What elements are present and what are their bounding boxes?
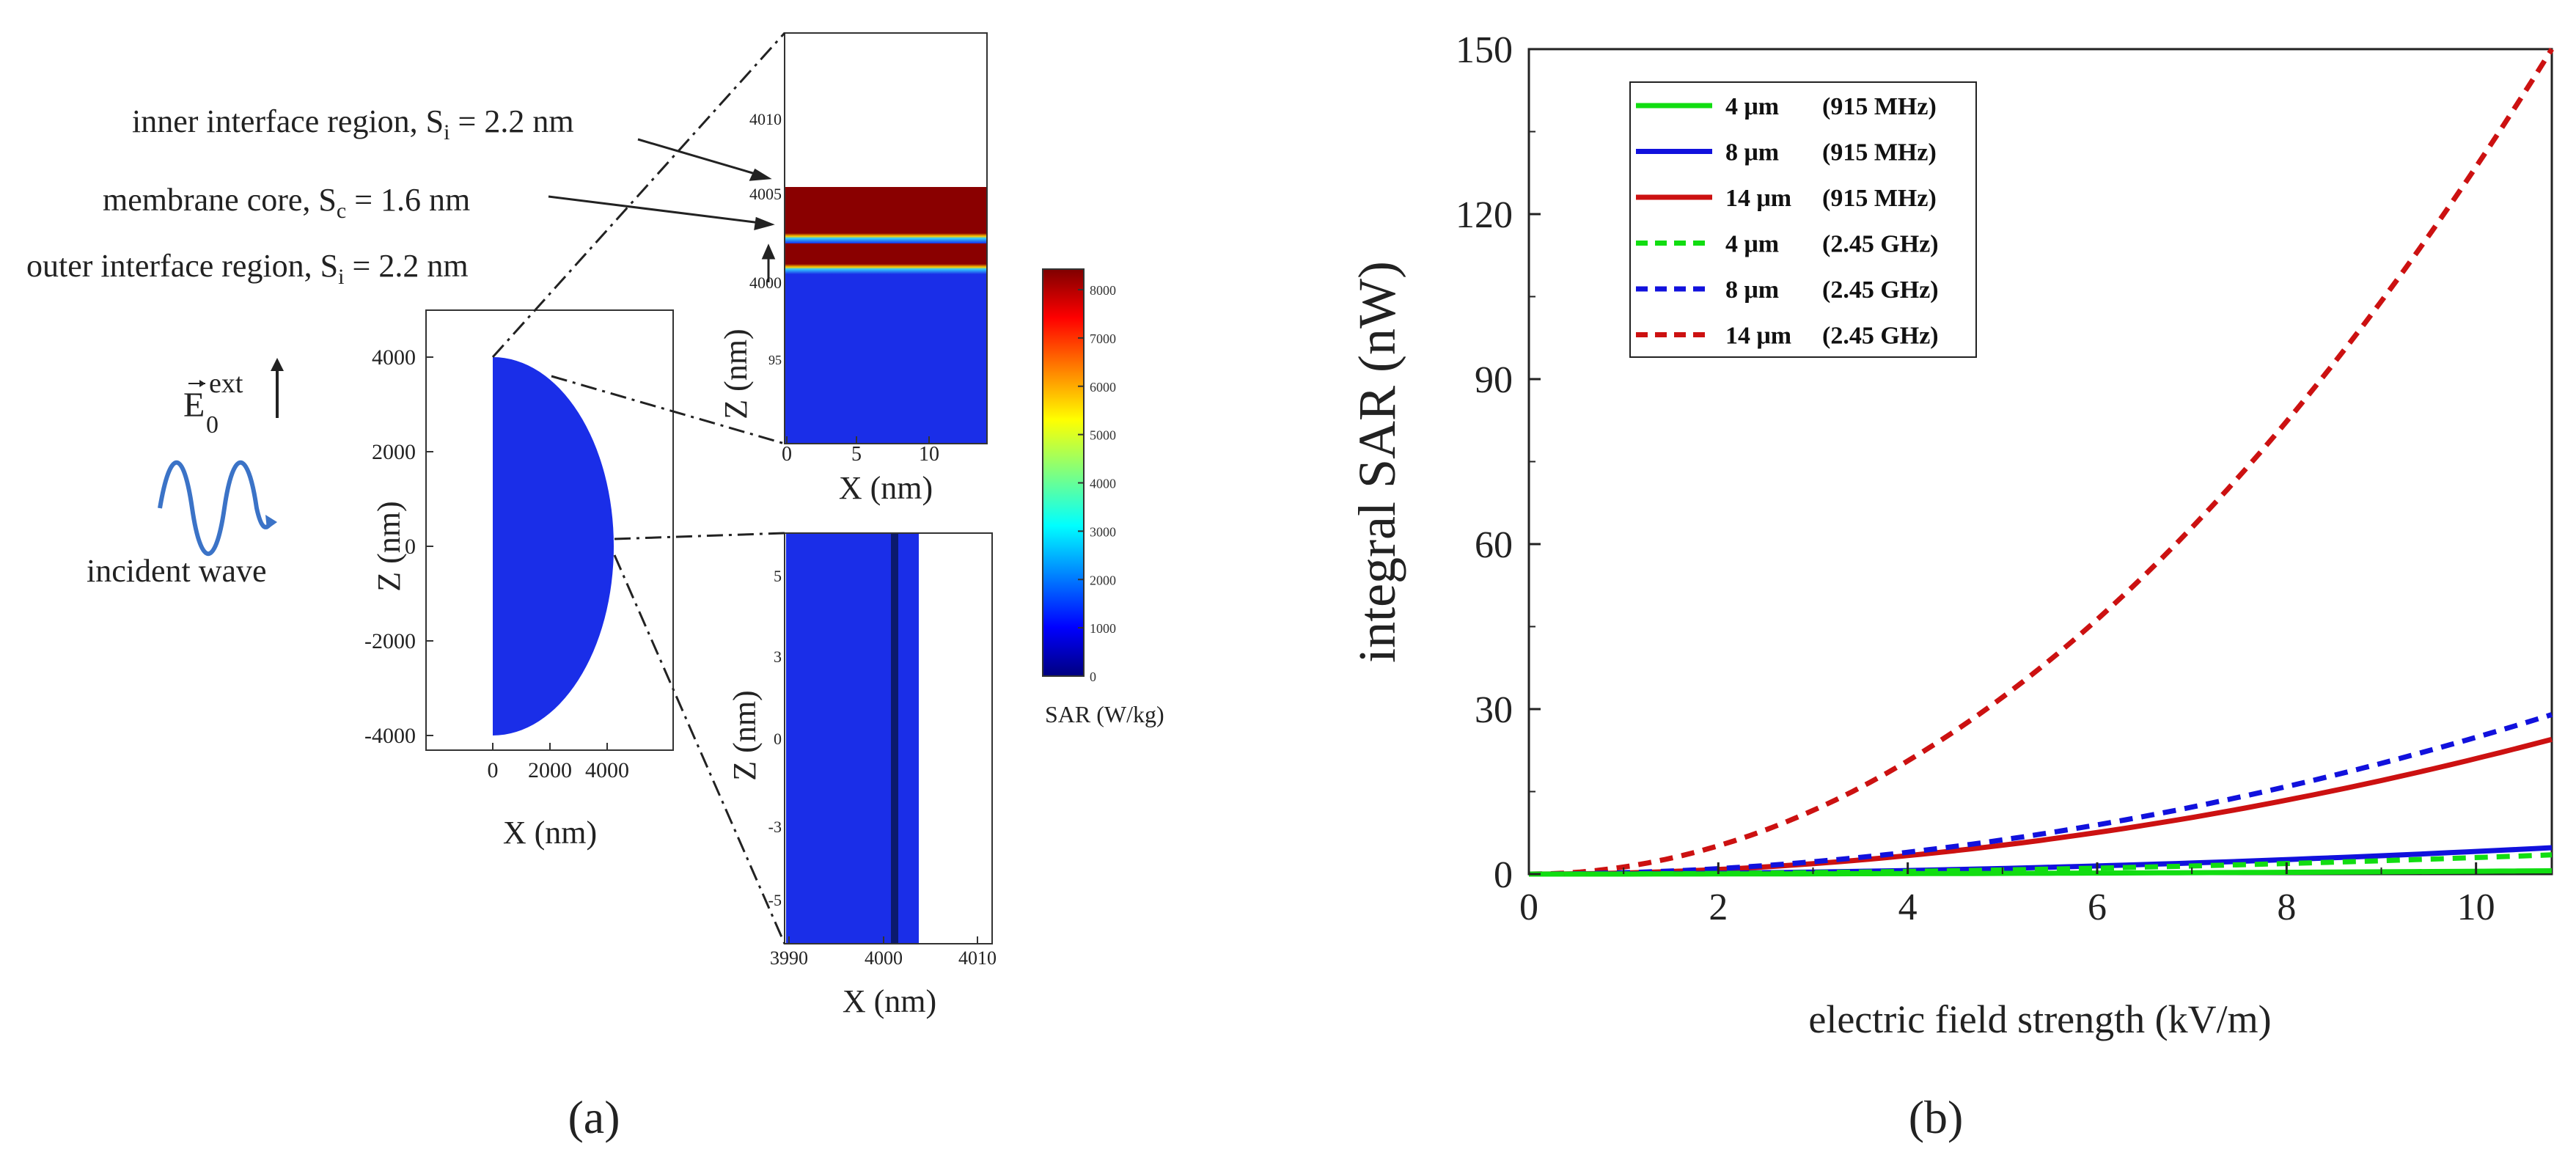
- top-inset: 0 5 10 4010 4005 4000 95 X (nm) Z (nm): [718, 32, 988, 506]
- bottom-ytick: 0: [774, 730, 782, 748]
- x-tick-label: 8: [2277, 887, 2296, 928]
- y-tick-label: 0: [1494, 854, 1513, 896]
- panel-a-label: (a): [568, 1091, 620, 1143]
- main-xlabel: X (nm): [503, 815, 597, 851]
- colorbar-tick-label: 3000: [1090, 524, 1116, 539]
- svg-text:ext: ext: [209, 368, 243, 399]
- main-xtick: 4000: [585, 758, 629, 782]
- y-tick-label: 120: [1456, 194, 1513, 236]
- top-ytick: 4000: [749, 274, 782, 292]
- bottom-inset: 3990 4000 4010 5 3 0 -3 -5 X (nm) Z (nm): [727, 532, 997, 1019]
- chart-xlabel: electric field strength (kV/m): [1808, 997, 2271, 1041]
- top-ylabel: Z (nm): [718, 329, 754, 419]
- annotation-outer-interface: outer interface region, Si = 2.2 nm: [26, 248, 469, 289]
- x-tick-label: 0: [1519, 887, 1538, 928]
- bottom-xtick: 4010: [958, 947, 997, 969]
- x-tick-label: 4: [1898, 887, 1918, 928]
- bottom-ytick: 5: [774, 567, 782, 585]
- bottom-inset-membrane-core: [891, 533, 898, 944]
- legend-entry-name: 4 μm: [1725, 93, 1779, 120]
- x-tick-label: 6: [2088, 887, 2107, 928]
- y-tick-label: 60: [1475, 524, 1513, 566]
- colorbar-tick-label: 8000: [1090, 283, 1116, 298]
- legend-entry-freq: (2.45 GHz): [1822, 323, 1939, 350]
- field-symbol: E 0 ext: [183, 358, 284, 439]
- main-ytick: 2000: [372, 440, 416, 464]
- main-ytick: -2000: [364, 629, 416, 653]
- svg-text:E: E: [183, 386, 205, 425]
- main-ytick: -4000: [364, 724, 416, 748]
- main-ytick: 4000: [372, 345, 416, 370]
- colorbar-tick-label: 5000: [1090, 428, 1116, 443]
- cell-half-shape: [493, 357, 614, 735]
- y-tick-label: 30: [1475, 689, 1513, 731]
- top-xlabel: X (nm): [839, 470, 933, 506]
- series-line-4: [1529, 852, 2553, 877]
- colorbar-tick-label: 4000: [1090, 477, 1116, 491]
- main-ylabel: Z (nm): [371, 501, 407, 591]
- bottom-xlabel: X (nm): [843, 983, 936, 1019]
- legend-entry-freq: (915 MHz): [1822, 93, 1937, 120]
- top-ytick: 4005: [749, 185, 782, 203]
- main-xtick: 0: [488, 758, 499, 782]
- y-tick-label: 150: [1456, 29, 1513, 71]
- chart-ylabel: integral SAR (nW): [1348, 261, 1406, 663]
- svg-text:0: 0: [206, 411, 219, 439]
- annotation-inner-interface: inner interface region, Si = 2.2 nm: [132, 103, 574, 144]
- legend-entry-freq: (2.45 GHz): [1822, 231, 1939, 258]
- colorbar-tick-label: 0: [1090, 669, 1096, 684]
- main-ytick: 0: [405, 535, 416, 559]
- main-xtick: 2000: [528, 758, 572, 782]
- main-plot: 0 2000 4000 4000 2000 0 -2000 -4000 X (n…: [364, 309, 674, 851]
- wave-label: incident wave: [87, 553, 267, 589]
- panel-a: inner interface region, Si = 2.2 nm memb…: [26, 32, 1164, 1143]
- bottom-ytick: 3: [774, 647, 782, 666]
- top-xtick: 10: [919, 443, 939, 466]
- top-ytick: 95: [768, 353, 782, 367]
- legend-entry-name: 8 μm: [1725, 276, 1779, 304]
- bottom-xtick: 4000: [865, 947, 903, 969]
- bottom-xtick: 3990: [770, 947, 808, 969]
- legend-entry-freq: (2.45 GHz): [1822, 276, 1939, 304]
- series-line-6: [1528, 48, 2554, 877]
- colorbar: 8000 7000 6000 5000 4000 3000 2000 1000 0 SAR (W…: [1042, 268, 1164, 727]
- top-xtick: 0: [782, 443, 792, 466]
- top-ytick: 4010: [749, 110, 782, 128]
- x-tick-label: 10: [2457, 887, 2495, 928]
- colorbar-label: SAR (W/kg): [1045, 701, 1164, 727]
- legend-entry-name: 14 μm: [1725, 185, 1791, 212]
- bottom-ytick: -5: [768, 891, 782, 909]
- annotation-arrows: [548, 138, 776, 282]
- bottom-inset-region-blue: [786, 533, 919, 944]
- incident-wave-icon: [158, 460, 277, 557]
- panel-b-label: (b): [1909, 1091, 1964, 1143]
- colorbar-tick-label: 6000: [1090, 380, 1116, 395]
- series-line-3: [1528, 736, 2553, 877]
- y-tick-label: 90: [1475, 359, 1513, 401]
- top-xtick: 5: [851, 443, 862, 466]
- bottom-ytick: -3: [768, 818, 782, 836]
- colorbar-tick-label: 1000: [1090, 621, 1116, 636]
- legend-entry-freq: (915 MHz): [1822, 139, 1937, 166]
- series-line-5: [1528, 712, 2553, 877]
- colorbar-tick-label: 7000: [1090, 331, 1116, 346]
- annotation-membrane-core: membrane core, Sc = 1.6 nm: [103, 182, 470, 223]
- legend-entry-name: 14 μm: [1725, 323, 1791, 350]
- legend-entry-name: 4 μm: [1725, 231, 1779, 258]
- top-inset-region-blue: [785, 271, 987, 444]
- legend-entry-freq: (915 MHz): [1822, 185, 1937, 212]
- panel-b: 0 2 4 6 8 10 0 30 60 90 120 150 4 μm (915 MHz) 8 μm (9…: [1348, 29, 2554, 1143]
- top-inset-region-outer: [785, 187, 987, 271]
- colorbar-gradient: [1042, 268, 1085, 677]
- legend-box: [1629, 81, 1977, 358]
- x-tick-label: 2: [1709, 887, 1728, 928]
- zoom-connectors: [491, 32, 786, 944]
- legend-entry-name: 8 μm: [1725, 139, 1779, 166]
- colorbar-tick-label: 2000: [1090, 573, 1116, 587]
- bottom-ylabel: Z (nm): [727, 690, 763, 780]
